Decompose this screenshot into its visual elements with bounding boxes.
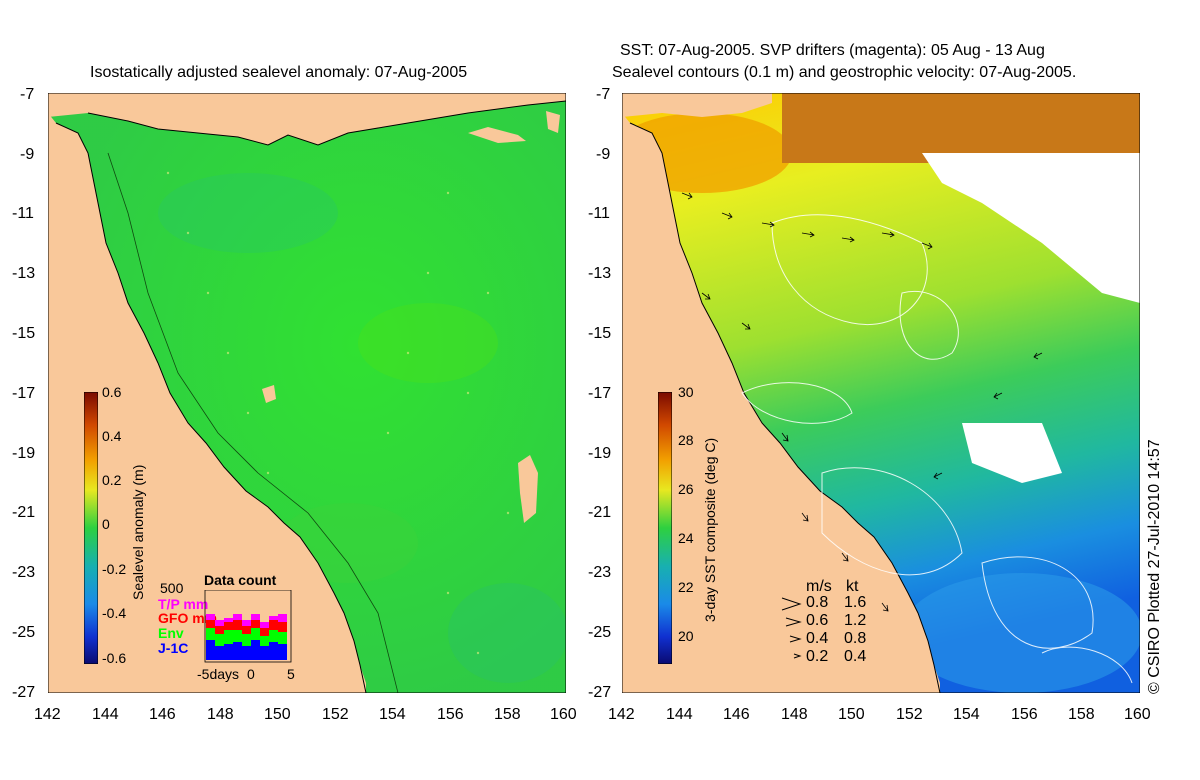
colorbar-tick: 22 (678, 579, 694, 595)
x-tick: 152 (896, 706, 923, 723)
y-tick: -19 (588, 445, 612, 462)
y-tick: -7 (20, 86, 35, 103)
sst-colorbar (658, 392, 672, 664)
new-guinea-land (48, 93, 566, 145)
x-tick: 160 (550, 706, 577, 723)
y-tick: -15 (12, 325, 36, 342)
legend-gfo: GFO mm (158, 610, 218, 626)
x-tick: 154 (953, 706, 980, 723)
y-tick: -11 (12, 205, 34, 222)
colorbar-tick: 26 (678, 481, 694, 497)
velocity-ms: 0.6 (806, 612, 829, 629)
sst-colorbar-label: 3-day SST composite (deg C) (702, 437, 718, 622)
data-count-max: 500 (160, 580, 184, 596)
colorbar-tick: 28 (678, 432, 694, 448)
x-tick: 146 (723, 706, 750, 723)
x-tick: 158 (494, 706, 521, 723)
left-panel-title: Isostatically adjusted sealevel anomaly:… (90, 64, 468, 81)
y-tick: -23 (588, 564, 612, 581)
x-tick: 154 (379, 706, 406, 723)
y-tick: -7 (596, 86, 611, 103)
colorbar-tick: 0.4 (102, 428, 122, 444)
x-tick: 156 (437, 706, 464, 723)
data-count-title: Data count (204, 572, 277, 588)
velocity-kt: 1.2 (844, 612, 867, 629)
y-tick: -23 (12, 564, 36, 581)
australia-land-sst (622, 93, 940, 693)
legend-tp: T/P mm (158, 596, 209, 612)
sealevel-anomaly-map (48, 93, 566, 693)
histogram-xlabel-mid: 0 (247, 666, 255, 682)
x-tick: 142 (608, 706, 635, 723)
y-tick: -11 (588, 205, 610, 222)
x-tick: 142 (34, 706, 61, 723)
y-tick: -13 (12, 265, 36, 282)
plot-credit: © CSIRO Plotted 27-Jul-2010 14:57 (1146, 439, 1163, 694)
x-tick: 150 (838, 706, 865, 723)
sst-map (622, 93, 1140, 693)
histogram-bars (206, 614, 287, 660)
colorbar-tick: 0.2 (102, 472, 122, 488)
x-tick: 144 (666, 706, 693, 723)
y-tick: -21 (12, 504, 36, 521)
velocity-header-kt: kt (846, 578, 859, 595)
y-tick: -27 (588, 684, 612, 701)
x-tick: 148 (207, 706, 234, 723)
y-tick: -13 (588, 265, 612, 282)
x-tick: 152 (322, 706, 349, 723)
velocity-ms: 0.4 (806, 630, 829, 647)
colorbar-tick: -0.4 (102, 605, 127, 621)
colorbar-tick: 30 (678, 384, 694, 400)
velocity-ms: 0.2 (806, 648, 829, 665)
colorbar-tick: -0.6 (102, 650, 127, 666)
x-tick: 144 (92, 706, 119, 723)
y-tick: -25 (12, 624, 36, 641)
legend-j1c: J-1C (158, 640, 189, 656)
velocity-header-ms: m/s (806, 578, 832, 595)
data-count-histogram (204, 590, 292, 663)
x-tick: 146 (149, 706, 176, 723)
legend-env: Env (158, 625, 184, 641)
sealevel-colorbar-label: Sealevel anomaly (m) (130, 464, 146, 600)
y-tick: -9 (20, 146, 35, 163)
x-tick: 148 (781, 706, 808, 723)
y-tick: -17 (588, 385, 612, 402)
y-tick: -27 (12, 684, 36, 701)
colorbar-tick: 24 (678, 530, 694, 546)
right-panel-title-line1: SST: 07-Aug-2005. SVP drifters (magenta)… (620, 42, 1045, 59)
velocity-kt: 0.4 (844, 648, 867, 665)
sealevel-colorbar (84, 392, 98, 664)
y-tick: -15 (588, 325, 612, 342)
x-tick: 160 (1124, 706, 1151, 723)
y-tick: -25 (588, 624, 612, 641)
velocity-kt: 0.8 (844, 630, 867, 647)
y-tick: -17 (12, 385, 36, 402)
australia-land (48, 93, 366, 693)
colorbar-tick: -0.2 (102, 561, 127, 577)
y-tick: -9 (596, 146, 611, 163)
x-tick: 156 (1011, 706, 1038, 723)
x-tick: 150 (264, 706, 291, 723)
colorbar-tick: 0.6 (102, 384, 122, 400)
colorbar-tick: 20 (678, 628, 694, 644)
y-tick: -21 (588, 504, 612, 521)
histogram-xlabel-start: -5days (197, 666, 240, 682)
right-panel-title-line2: Sealevel contours (0.1 m) and geostrophi… (612, 64, 1077, 81)
histogram-xlabel-end: 5 (287, 666, 295, 682)
colorbar-tick: 0 (102, 516, 110, 532)
y-tick: -19 (12, 445, 36, 462)
x-tick: 158 (1068, 706, 1095, 723)
velocity-arrows (781, 597, 802, 659)
velocity-ms: 0.8 (806, 594, 829, 611)
velocity-kt: 1.6 (844, 594, 867, 611)
